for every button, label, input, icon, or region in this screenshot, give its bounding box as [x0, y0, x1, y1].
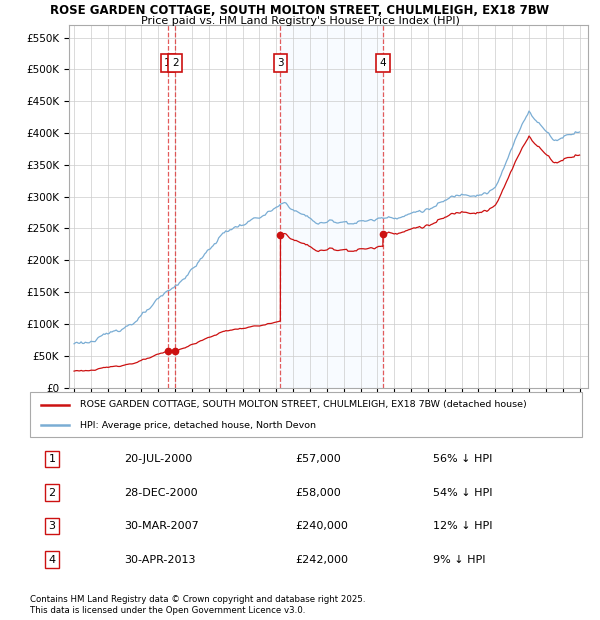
Text: ROSE GARDEN COTTAGE, SOUTH MOLTON STREET, CHULMLEIGH, EX18 7BW (detached house): ROSE GARDEN COTTAGE, SOUTH MOLTON STREET…: [80, 400, 526, 409]
Text: £240,000: £240,000: [295, 521, 348, 531]
Text: Contains HM Land Registry data © Crown copyright and database right 2025.: Contains HM Land Registry data © Crown c…: [30, 595, 365, 604]
Text: This data is licensed under the Open Government Licence v3.0.: This data is licensed under the Open Gov…: [30, 606, 305, 616]
Text: 4: 4: [49, 555, 56, 565]
FancyBboxPatch shape: [30, 392, 582, 437]
Text: 56% ↓ HPI: 56% ↓ HPI: [433, 454, 493, 464]
Text: HPI: Average price, detached house, North Devon: HPI: Average price, detached house, Nort…: [80, 420, 316, 430]
Text: Price paid vs. HM Land Registry's House Price Index (HPI): Price paid vs. HM Land Registry's House …: [140, 16, 460, 25]
Text: ROSE GARDEN COTTAGE, SOUTH MOLTON STREET, CHULMLEIGH, EX18 7BW: ROSE GARDEN COTTAGE, SOUTH MOLTON STREET…: [50, 4, 550, 17]
Text: 30-MAR-2007: 30-MAR-2007: [124, 521, 199, 531]
Text: £57,000: £57,000: [295, 454, 341, 464]
Text: 3: 3: [49, 521, 56, 531]
Text: 54% ↓ HPI: 54% ↓ HPI: [433, 488, 493, 498]
Text: 12% ↓ HPI: 12% ↓ HPI: [433, 521, 493, 531]
Bar: [280, 25, 383, 388]
Text: 28-DEC-2000: 28-DEC-2000: [124, 488, 197, 498]
Text: 9% ↓ HPI: 9% ↓ HPI: [433, 555, 485, 565]
Text: 2: 2: [49, 488, 56, 498]
Text: £58,000: £58,000: [295, 488, 341, 498]
Text: 20-JUL-2000: 20-JUL-2000: [124, 454, 192, 464]
Text: 1: 1: [49, 454, 56, 464]
Text: 30-APR-2013: 30-APR-2013: [124, 555, 196, 565]
Text: 2: 2: [172, 58, 178, 68]
Text: £242,000: £242,000: [295, 555, 348, 565]
Text: 1: 1: [164, 58, 171, 68]
Text: 4: 4: [380, 58, 386, 68]
Text: 3: 3: [277, 58, 284, 68]
